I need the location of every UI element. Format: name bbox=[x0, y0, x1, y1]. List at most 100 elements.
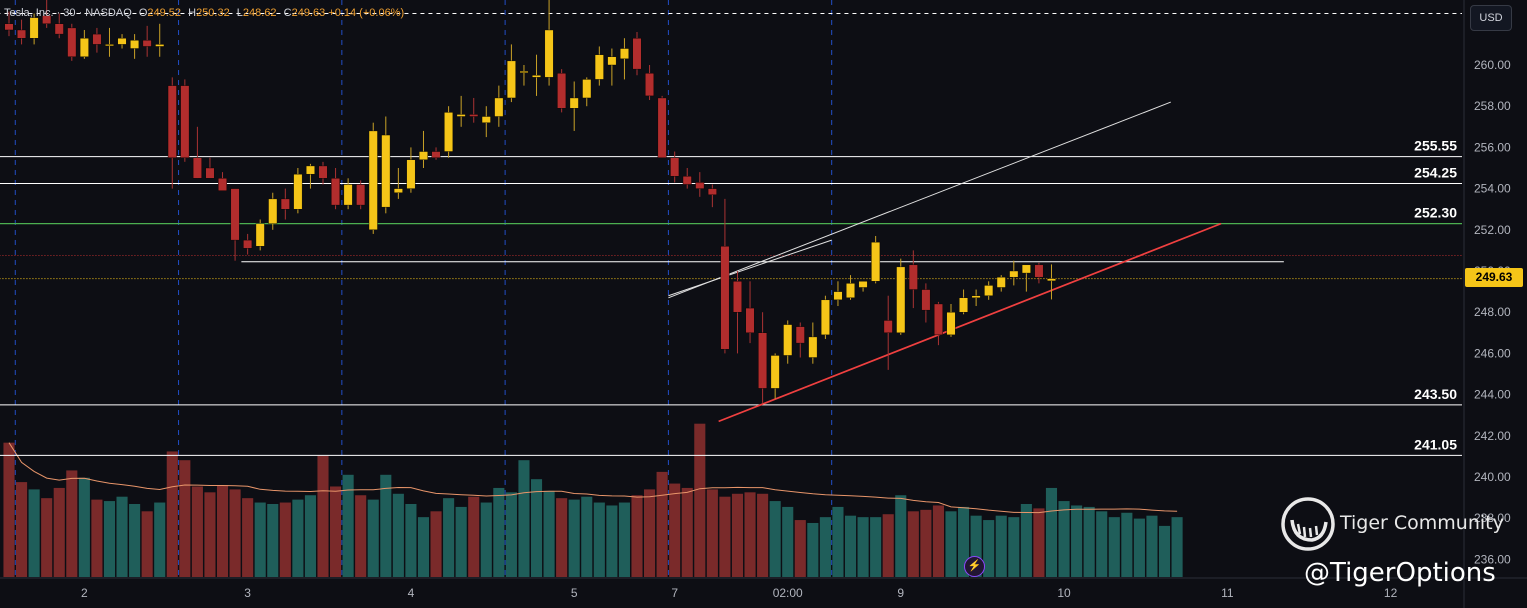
candle-body bbox=[293, 173, 303, 210]
last-price-tag: 249.63 bbox=[1465, 268, 1523, 287]
candle-body bbox=[1034, 264, 1044, 278]
volume-bar bbox=[1108, 517, 1120, 577]
candle-body bbox=[871, 241, 881, 282]
volume-moving-average bbox=[8, 442, 1178, 514]
candle-body bbox=[167, 85, 177, 158]
candle-body bbox=[494, 97, 504, 117]
time-tick-label: 11 bbox=[1221, 586, 1234, 600]
volume-bar bbox=[644, 489, 656, 577]
volume-bar bbox=[618, 502, 630, 577]
time-tick-label: 12 bbox=[1384, 586, 1398, 600]
lightning-icon[interactable]: ⚡ bbox=[964, 556, 985, 577]
candle-body bbox=[670, 157, 680, 177]
volume-bar bbox=[304, 495, 316, 577]
volume-bar bbox=[606, 505, 618, 577]
volume-bar bbox=[91, 499, 103, 577]
volume-bar bbox=[116, 496, 128, 577]
time-tick-label: 4 bbox=[408, 586, 415, 600]
candle-body bbox=[79, 38, 89, 57]
candle-body bbox=[946, 312, 956, 336]
price-tick-label: 244.00 bbox=[1474, 388, 1511, 402]
candle-body bbox=[456, 114, 466, 117]
candle-body bbox=[419, 151, 428, 160]
price-tick-label: 254.00 bbox=[1474, 182, 1511, 196]
volume-bar bbox=[556, 498, 568, 577]
candle-body bbox=[921, 289, 931, 311]
volume-bar bbox=[932, 505, 944, 577]
candle-body bbox=[820, 299, 830, 336]
volume-bar bbox=[392, 493, 404, 577]
trendline bbox=[668, 101, 1171, 299]
candle-body bbox=[971, 295, 981, 298]
volume-bar bbox=[292, 499, 304, 577]
candle-body bbox=[1009, 270, 1019, 278]
volume-bar bbox=[1045, 487, 1058, 577]
volume-bar bbox=[367, 499, 379, 577]
candle-body bbox=[4, 23, 14, 31]
candle-body bbox=[29, 17, 39, 39]
candle-body bbox=[117, 38, 127, 45]
volume-bar bbox=[731, 493, 744, 577]
volume-bar bbox=[443, 498, 455, 577]
price-tick-label: 246.00 bbox=[1474, 346, 1511, 360]
candle-body bbox=[67, 27, 77, 57]
level-label: 252.30 bbox=[1414, 205, 1457, 221]
price-tick-label: 238.00 bbox=[1474, 511, 1511, 525]
volume-bar bbox=[970, 515, 982, 577]
level-label: 254.25 bbox=[1414, 164, 1457, 180]
candle-body bbox=[770, 355, 780, 389]
candle-body bbox=[619, 48, 629, 60]
currency-button[interactable]: USD bbox=[1470, 5, 1512, 31]
time-axis[interactable]: 2 3 4 5 7 02:00 9 10 11 12 bbox=[0, 577, 1527, 600]
candle-body bbox=[582, 79, 592, 99]
volume-bar bbox=[1096, 511, 1108, 577]
candle-body bbox=[343, 184, 353, 206]
volume-bar bbox=[1171, 517, 1183, 577]
candle-body bbox=[481, 116, 491, 123]
candle-body bbox=[745, 307, 755, 333]
candle-body bbox=[230, 188, 240, 241]
volume-bar bbox=[66, 470, 78, 577]
candle-body bbox=[255, 223, 265, 247]
volume-bar bbox=[1071, 505, 1083, 577]
symbol-name[interactable]: Tesla, Inc. · 30 · NASDAQ bbox=[4, 7, 132, 19]
candle-body bbox=[331, 178, 341, 206]
volume-bar bbox=[1146, 515, 1158, 577]
candle-body bbox=[908, 264, 918, 290]
volume-bar bbox=[807, 522, 819, 577]
volume-bar bbox=[669, 483, 681, 577]
volume-bar bbox=[455, 506, 467, 577]
volume-bar bbox=[706, 489, 718, 577]
candle-body bbox=[105, 44, 114, 47]
tiger-logo-icon bbox=[1281, 497, 1335, 551]
volume-bar bbox=[216, 485, 229, 577]
volume-bar bbox=[1058, 501, 1070, 577]
volume-bar bbox=[1020, 504, 1032, 577]
candle-body bbox=[984, 285, 994, 296]
candle-body bbox=[896, 266, 906, 334]
symbol-legend[interactable]: Tesla, Inc. · 30 · NASDAQ O249.52 H250.3… bbox=[4, 7, 404, 19]
open-value: 249.52 bbox=[147, 7, 182, 19]
volume-bar bbox=[895, 495, 907, 577]
candle-body bbox=[356, 184, 366, 206]
candle-body bbox=[657, 97, 667, 158]
volume-bar bbox=[53, 487, 65, 577]
level-labels: 255.55 254.25 252.30 243.50 241.05 bbox=[1414, 138, 1457, 453]
candlesticks[interactable] bbox=[4, 0, 1056, 403]
candle-body bbox=[180, 85, 190, 158]
price-tick-label: 260.00 bbox=[1474, 58, 1511, 72]
volume-bar bbox=[267, 504, 279, 577]
volume-bar bbox=[129, 504, 141, 577]
candle-body bbox=[645, 73, 655, 97]
watermark: Tiger Community @TigerOptions bbox=[1278, 494, 1527, 594]
level-label: 255.55 bbox=[1414, 138, 1457, 154]
price-tick-label: 256.00 bbox=[1474, 140, 1511, 154]
candle-body bbox=[707, 188, 717, 195]
volume-bar bbox=[882, 514, 894, 577]
volume-bar bbox=[945, 511, 957, 577]
high-value: 250.32 bbox=[196, 7, 230, 19]
volume-bar bbox=[330, 486, 342, 577]
price-axis[interactable]: 260.00258.00256.00254.00252.00250.00248.… bbox=[1463, 0, 1511, 608]
volume-bar bbox=[656, 471, 668, 577]
